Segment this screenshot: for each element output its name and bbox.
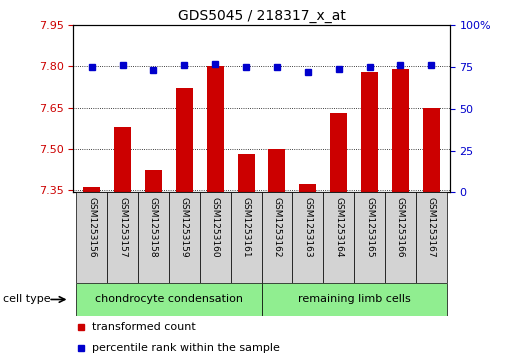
Bar — [354, 192, 385, 283]
Bar — [169, 192, 200, 283]
Bar — [423, 107, 440, 192]
Bar — [231, 192, 262, 283]
Bar — [323, 192, 354, 283]
Bar — [176, 88, 193, 192]
Bar — [262, 192, 292, 283]
Text: transformed count: transformed count — [92, 322, 196, 332]
Bar — [76, 283, 262, 316]
Bar — [392, 69, 409, 192]
Bar — [200, 192, 231, 283]
Bar — [114, 127, 131, 192]
Bar — [83, 187, 100, 192]
Bar — [268, 148, 286, 192]
Bar — [361, 72, 378, 192]
Text: GSM1253161: GSM1253161 — [242, 197, 251, 258]
Text: GDS5045 / 218317_x_at: GDS5045 / 218317_x_at — [178, 9, 345, 23]
Bar — [262, 283, 447, 316]
Text: GSM1253162: GSM1253162 — [272, 197, 281, 257]
Text: percentile rank within the sample: percentile rank within the sample — [92, 343, 280, 354]
Text: cell type: cell type — [3, 294, 50, 305]
Bar — [416, 192, 447, 283]
Bar — [237, 154, 255, 192]
Text: GSM1253156: GSM1253156 — [87, 197, 96, 258]
Bar — [207, 66, 224, 192]
Bar — [330, 113, 347, 192]
Text: chondrocyte condensation: chondrocyte condensation — [95, 294, 243, 305]
Text: GSM1253165: GSM1253165 — [365, 197, 374, 258]
Text: GSM1253166: GSM1253166 — [396, 197, 405, 258]
Bar — [107, 192, 138, 283]
Bar — [138, 192, 169, 283]
Text: GSM1253160: GSM1253160 — [211, 197, 220, 258]
Text: GSM1253167: GSM1253167 — [427, 197, 436, 258]
Bar — [299, 184, 316, 192]
Text: GSM1253158: GSM1253158 — [149, 197, 158, 258]
Bar — [385, 192, 416, 283]
Text: GSM1253157: GSM1253157 — [118, 197, 127, 258]
Bar — [76, 192, 107, 283]
Text: remaining limb cells: remaining limb cells — [298, 294, 411, 305]
Bar — [292, 192, 323, 283]
Text: GSM1253163: GSM1253163 — [303, 197, 312, 258]
Text: GSM1253164: GSM1253164 — [334, 197, 343, 257]
Text: GSM1253159: GSM1253159 — [180, 197, 189, 258]
Bar — [145, 171, 162, 192]
